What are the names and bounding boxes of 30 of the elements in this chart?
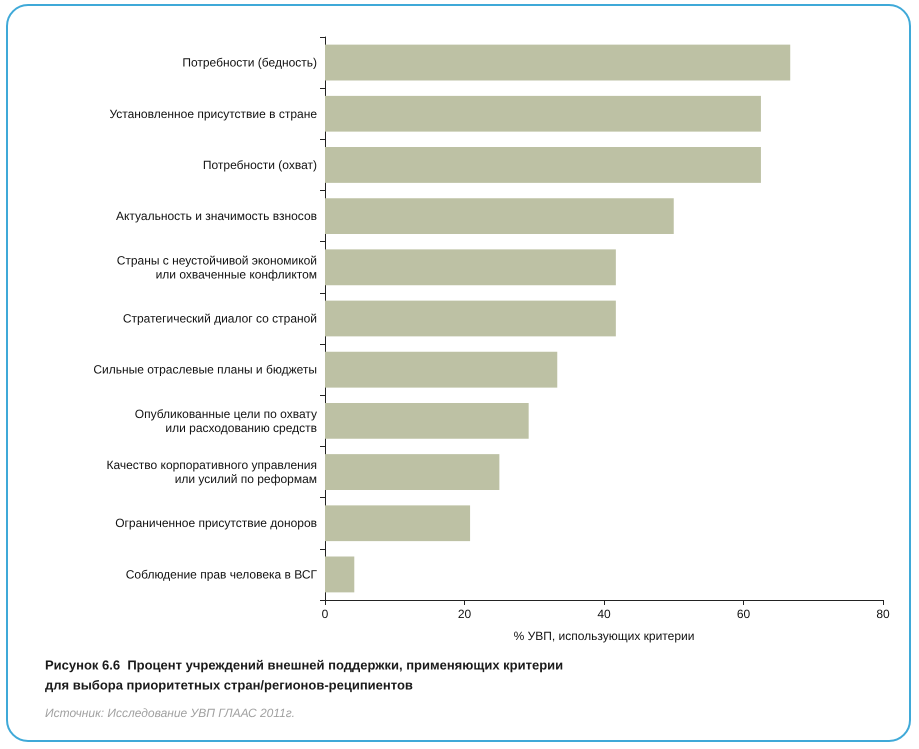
bar bbox=[325, 454, 500, 490]
bar bbox=[325, 249, 616, 286]
y-tick-label: Стратегический диалог со страной bbox=[122, 312, 317, 326]
x-tick-label: 60 bbox=[736, 607, 750, 621]
bar bbox=[325, 44, 790, 81]
y-tick-label: Актуальность и значимость взносов bbox=[116, 209, 317, 224]
bar bbox=[325, 300, 616, 336]
y-tick-label: Страны с неустойчивой экономикой или охваченные конфликтом bbox=[116, 253, 317, 282]
y-tick-label: Ограниченное присутствие доноров bbox=[115, 516, 317, 530]
bar bbox=[325, 96, 761, 132]
y-tick-label: Опубликованные цели по охвату или расходованию средств bbox=[134, 406, 317, 435]
text: Источник: Исследование УВП ГЛААС 2011г. bbox=[45, 706, 296, 720]
bar bbox=[325, 147, 761, 183]
bar bbox=[325, 402, 529, 439]
x-tick-label: 20 bbox=[458, 607, 472, 621]
y-tick-label: Установленное присутствие в стране bbox=[109, 106, 318, 121]
bar bbox=[325, 556, 354, 592]
bar bbox=[325, 352, 558, 388]
y-tick-label: Потребности (охват) bbox=[202, 158, 317, 172]
x-axis-title: % УВП, использующих критерии bbox=[514, 629, 694, 643]
x-tick-label: 0 bbox=[322, 607, 329, 621]
y-tick-label: Сильные отраслевые планы и бюджеты bbox=[93, 362, 317, 377]
y-tick-label: Потребности (бедность) bbox=[182, 56, 317, 70]
x-tick-label: 40 bbox=[597, 607, 611, 621]
bar bbox=[325, 198, 674, 234]
y-tick-label: Соблюдение прав человека в ВСГ bbox=[126, 567, 318, 582]
y-tick-label: Качество корпоративного управления или усилий по реформам bbox=[106, 458, 317, 486]
bar bbox=[325, 505, 470, 542]
x-tick-label: 80 bbox=[876, 607, 890, 621]
text: Рисунок 6.6 Процент учреждений внешней поддержки, применяющих критерии для выбора приоритетных стран/регионов-реципиентов bbox=[45, 658, 567, 692]
